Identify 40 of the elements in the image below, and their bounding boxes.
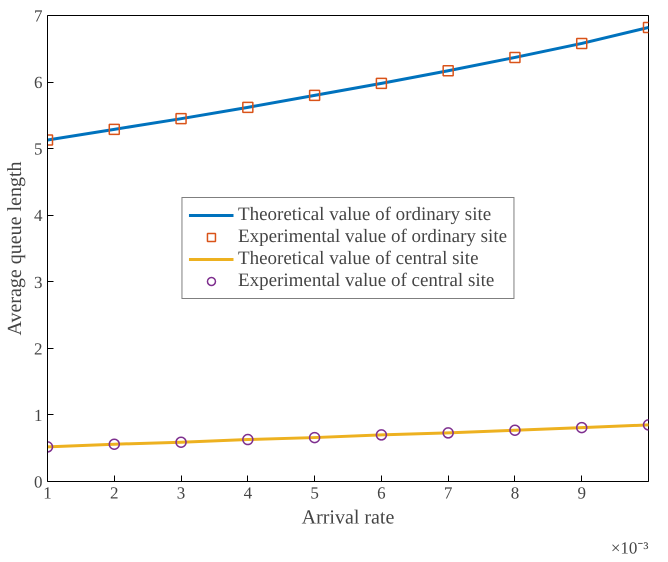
point: [175, 436, 187, 448]
point: [509, 424, 521, 436]
y-tick-label: 3: [34, 272, 42, 292]
x-tick-label: 7: [444, 484, 453, 502]
legend-label: Theoretical value of ordinary site: [238, 204, 492, 226]
text: ×10⁻³: [610, 538, 649, 558]
x-tick-label: 3: [176, 484, 186, 502]
point: [376, 429, 388, 441]
y-tick-label: 4: [34, 206, 43, 226]
point: [308, 90, 320, 102]
legend-label: Experimental value of ordinary site: [238, 226, 508, 248]
point: [108, 438, 120, 450]
y-tick-label: 7: [34, 6, 43, 26]
y-axis-title: Average queue length: [4, 161, 26, 336]
y-tick-label: 2: [34, 339, 42, 358]
x-tick-label: 9: [577, 484, 586, 502]
point: [175, 112, 187, 124]
x-axis-title: Arrival rate: [302, 506, 394, 528]
point: [576, 422, 588, 434]
y-tick-label: 0: [34, 472, 42, 492]
point: [376, 78, 388, 90]
point: [308, 432, 320, 444]
x-tick-label: 8: [510, 484, 520, 502]
legend-label: Experimental value of central site: [238, 270, 494, 292]
point: [242, 102, 254, 114]
point: [576, 38, 588, 50]
x-tick-label: 4: [244, 484, 253, 502]
y-tick-label: 1: [34, 406, 42, 425]
x-tick-label: 5: [310, 484, 319, 502]
x-tick-label: 6: [377, 484, 386, 502]
point: [509, 52, 521, 64]
line-series: [48, 423, 648, 448]
point: [242, 434, 254, 446]
x-tick-label: 2: [110, 484, 119, 502]
y-tick-label: 5: [34, 140, 42, 159]
point: [442, 65, 454, 77]
legend-label: Theoretical value of central site: [238, 248, 479, 270]
point: [442, 427, 454, 439]
point: [108, 124, 120, 136]
y-tick-label: 6: [34, 73, 42, 92]
